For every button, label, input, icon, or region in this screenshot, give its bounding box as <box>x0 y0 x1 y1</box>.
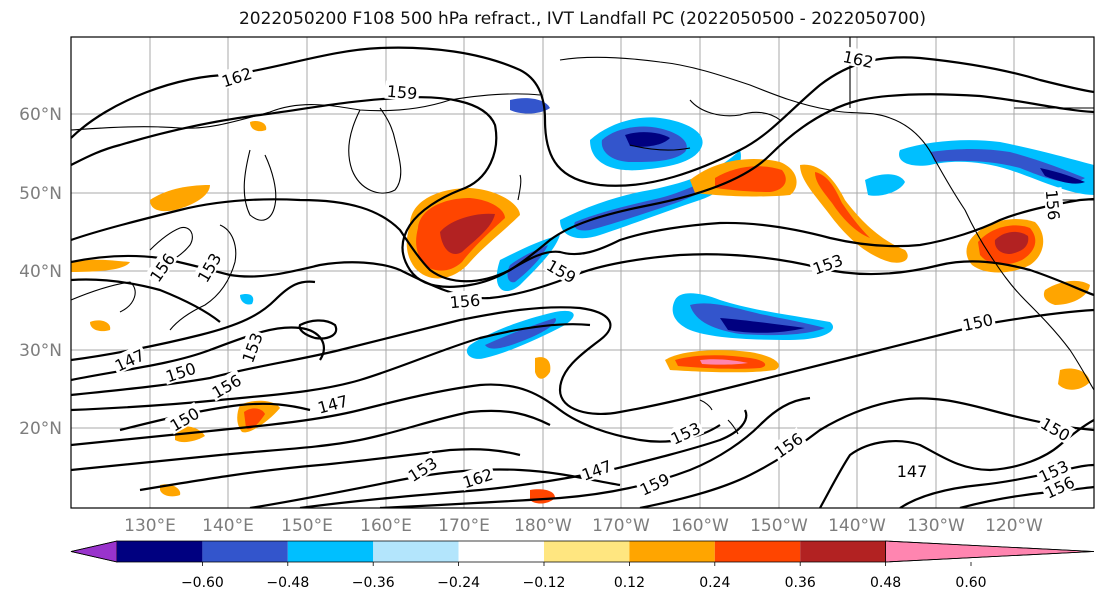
lat-label: 50°N <box>19 184 62 204</box>
colorbar-segment <box>458 541 544 562</box>
colorbar-segment <box>629 541 715 562</box>
plot-frame <box>70 36 1095 509</box>
lon-label: 170°E <box>438 516 490 536</box>
colorbar-segment <box>202 541 288 562</box>
colorbar-segment <box>373 541 459 562</box>
colorbar-segment <box>287 541 374 562</box>
height-contours <box>71 46 1094 508</box>
contour-label: 150 <box>1036 411 1076 445</box>
lon-label: 170°W <box>592 516 650 536</box>
lon-label: 160°W <box>671 516 729 536</box>
lon-label: 150°W <box>750 516 808 536</box>
colorbar-tick-label: 0.60 <box>955 575 986 591</box>
contour-label: 153 <box>808 248 847 279</box>
colorbar-segment <box>714 541 801 562</box>
svg-text:156: 156 <box>449 291 481 313</box>
colorbar-tick-label: −0.12 <box>523 575 566 591</box>
colorbar-tick-label: 0.12 <box>614 575 645 591</box>
colorbar-tick-label: 0.36 <box>785 575 816 591</box>
svg-text:159: 159 <box>386 82 418 104</box>
lon-label: 150°E <box>281 516 333 536</box>
colorbar-segment <box>70 540 118 563</box>
colorbar-tick-label: 0.48 <box>870 575 901 591</box>
lon-label: 130°E <box>124 516 176 536</box>
coastlines <box>71 37 1094 435</box>
svg-text:147: 147 <box>897 462 928 481</box>
lon-label: 180°W <box>514 516 572 536</box>
colorbar-segment <box>885 540 1095 563</box>
latitude-labels: 60°N 50°N 40°N 30°N 20°N <box>19 105 62 439</box>
chart-title: 2022050200 F108 500 hPa refract., IVT La… <box>238 9 926 29</box>
contour-label: 147 <box>895 461 929 481</box>
colorbar-segment <box>117 541 203 562</box>
lon-label: 140°W <box>828 516 886 536</box>
contour-label: 159 <box>384 80 420 104</box>
colorbar-tick-label: −0.60 <box>181 575 224 591</box>
shaded-anomaly-regions <box>71 98 1094 504</box>
svg-text:156: 156 <box>1042 189 1064 221</box>
lat-label: 60°N <box>19 105 62 125</box>
contour-label: 156 <box>447 289 483 313</box>
colorbar: −0.60 −0.48 −0.36 −0.24 −0.12 0.12 0.24 0.36 0.4… <box>70 540 1095 591</box>
lat-label: 30°N <box>19 341 62 361</box>
colorbar-segment <box>544 541 630 562</box>
colorbar-tick-label: −0.36 <box>352 575 395 591</box>
lat-label: 20°N <box>19 419 62 439</box>
lon-label: 120°W <box>985 516 1043 536</box>
lat-label: 40°N <box>19 262 62 282</box>
contour-label: 162 <box>839 45 877 72</box>
colorbar-tick-label: −0.48 <box>266 575 309 591</box>
colorbar-segment <box>800 541 886 562</box>
lon-label: 130°W <box>907 516 965 536</box>
contour-label: 156 <box>1042 187 1065 223</box>
lon-label: 140°E <box>202 516 254 536</box>
colorbar-tick-label: 0.24 <box>699 575 730 591</box>
longitude-labels: 130°E 140°E 150°E 160°E 170°E 180°W 170°W 160°W… <box>124 516 1043 536</box>
colorbar-tick-label: −0.24 <box>437 575 480 591</box>
lon-label: 160°E <box>360 516 412 536</box>
